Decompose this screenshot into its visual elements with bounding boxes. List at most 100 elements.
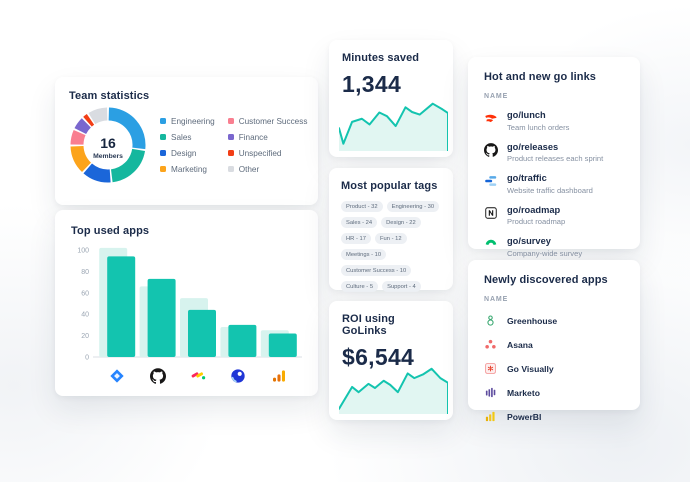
donut-segment (108, 107, 146, 150)
tag-pill[interactable]: Product - 32 (341, 201, 383, 212)
golinks-list: go/lunch Team lunch orders go/releases P… (484, 110, 624, 258)
minutes-saved-sparkline (339, 99, 448, 151)
tag-pill[interactable]: Sales - 24 (341, 217, 378, 228)
looker-icon (230, 368, 246, 384)
bar-current (268, 333, 297, 357)
roi-card: ROI using GoLinks $6,544 (329, 301, 453, 420)
donut-center-label: Members (93, 153, 123, 160)
sparkline-line (339, 369, 448, 414)
app-name[interactable]: Asana (507, 339, 533, 350)
tag-pill[interactable]: Engineering - 30 (386, 201, 440, 212)
legend-swatch (160, 134, 166, 140)
tag-pill[interactable]: Culture - 5 (341, 281, 379, 292)
legend-label: Engineering (171, 116, 215, 126)
sparkline-fill (339, 368, 448, 414)
legend-label: Customer Success (238, 116, 308, 126)
tag-pill[interactable]: Design - 22 (381, 217, 421, 228)
asana-icon (484, 338, 497, 351)
app-name[interactable]: Go Visually (507, 363, 554, 374)
golink-row[interactable]: go/lunch Team lunch orders (484, 110, 624, 132)
golinks-column-header: NAME (484, 93, 509, 100)
minutes-saved-card: Minutes saved 1,344 (329, 40, 453, 157)
discovered-app-row[interactable]: Go Visually (484, 362, 624, 375)
bar-current (147, 278, 176, 357)
tag-pill[interactable]: HR - 17 (341, 233, 371, 244)
golink-text: go/survey Company-wide survey (507, 236, 582, 258)
discovered-app-row[interactable]: Asana (484, 338, 624, 351)
golink-text: go/traffic Website traffic dashboard (507, 173, 593, 195)
discovered-app-row[interactable]: Greenhouse (484, 314, 624, 327)
golink-row[interactable]: go/releases Product releases each sprint (484, 142, 624, 164)
legend-label: Other (238, 164, 260, 174)
legend-swatch (227, 150, 234, 156)
golink-text: go/releases Product releases each sprint (507, 142, 603, 164)
golink-icon (484, 174, 498, 188)
traffic-icon (484, 174, 498, 188)
app-name[interactable]: Greenhouse (507, 315, 558, 326)
top-used-apps-title: Top used apps (71, 225, 150, 237)
golink-name[interactable]: go/traffic (507, 173, 547, 183)
roi-value: $6,544 (342, 344, 415, 370)
golink-row[interactable]: go/traffic Website traffic dashboard (484, 173, 624, 195)
legend-swatch (160, 118, 166, 124)
tag-pill[interactable]: Meetings - 10 (341, 249, 387, 260)
golink-name[interactable]: go/roadmap (507, 204, 561, 215)
legend-swatch (227, 118, 234, 124)
legend-item: Other (227, 164, 308, 174)
legend-label: Design (171, 148, 197, 158)
tag-pill[interactable]: Support - 4 (382, 281, 421, 292)
govisually-icon (484, 362, 497, 375)
sparkline-line (339, 104, 448, 151)
donut-segment (88, 107, 108, 125)
y-axis-tick: 20 (81, 333, 89, 340)
golink-icon (484, 237, 498, 251)
golink-name[interactable]: go/lunch (507, 110, 546, 120)
donut-segment (74, 118, 92, 135)
jira-icon (109, 368, 125, 384)
app-name[interactable]: PowerBI (507, 411, 542, 422)
marketo-icon (484, 386, 497, 399)
powerbi-icon (484, 410, 497, 423)
golink-description: Team lunch orders (507, 122, 570, 132)
golink-icon (484, 111, 498, 125)
legend-item: Marketing (160, 165, 215, 174)
bar-chart-app-icons (71, 363, 302, 387)
minutes-saved-title: Minutes saved (342, 52, 420, 64)
tag-pill[interactable]: Fun - 12 (374, 233, 407, 244)
top-used-apps-card: Top used apps 0 20 40 60 80 100 (55, 210, 318, 396)
legend-item: Engineering (160, 117, 215, 126)
app-icon (484, 410, 497, 423)
roi-sparkline (339, 362, 448, 414)
legend-item: Unspecified (227, 148, 308, 158)
most-popular-tags-card: Most popular tags Product - 32 Engineeri… (329, 168, 453, 292)
legend-label: Sales (171, 132, 192, 142)
golink-row[interactable]: go/roadmap Product roadmap (484, 204, 624, 226)
github-icon (150, 368, 166, 384)
legend-swatch (227, 166, 234, 172)
roi-sparkline-svg (339, 362, 448, 414)
discovered-app-row[interactable]: PowerBI (484, 410, 624, 423)
sparkline-fill (339, 103, 448, 151)
y-axis-tick: 60 (81, 290, 89, 297)
legend-swatch (227, 134, 234, 140)
legend-label: Marketing (171, 164, 207, 174)
golink-row[interactable]: go/survey Company-wide survey (484, 236, 624, 258)
greenhouse-icon (484, 314, 497, 327)
legend-label: Unspecified (238, 148, 282, 158)
app-name[interactable]: Marketo (507, 387, 540, 398)
team-statistics-card: Team statistics 16 Members Engineering S… (55, 77, 318, 205)
golink-name[interactable]: go/releases (507, 141, 559, 152)
tags-list: Product - 32 Engineering - 30 Sales - 24… (341, 201, 441, 292)
discovered-app-row[interactable]: Marketo (484, 386, 624, 399)
tag-pill[interactable]: Customer Success - 10 (341, 265, 412, 276)
golink-name[interactable]: go/survey (507, 236, 551, 246)
donut-segment (70, 129, 86, 146)
golink-description: Website traffic dashboard (507, 185, 593, 195)
donut-segment (83, 163, 111, 183)
y-axis-tick: 40 (81, 312, 89, 319)
hot-new-golinks-card: Hot and new go links NAME go/lunch Team … (468, 57, 640, 258)
legend-item: Finance (227, 133, 308, 142)
team-legend: Engineering Sales Design Marketing (160, 117, 307, 174)
golink-icon (484, 206, 498, 220)
hot-new-golinks-title: Hot and new go links (484, 71, 597, 83)
